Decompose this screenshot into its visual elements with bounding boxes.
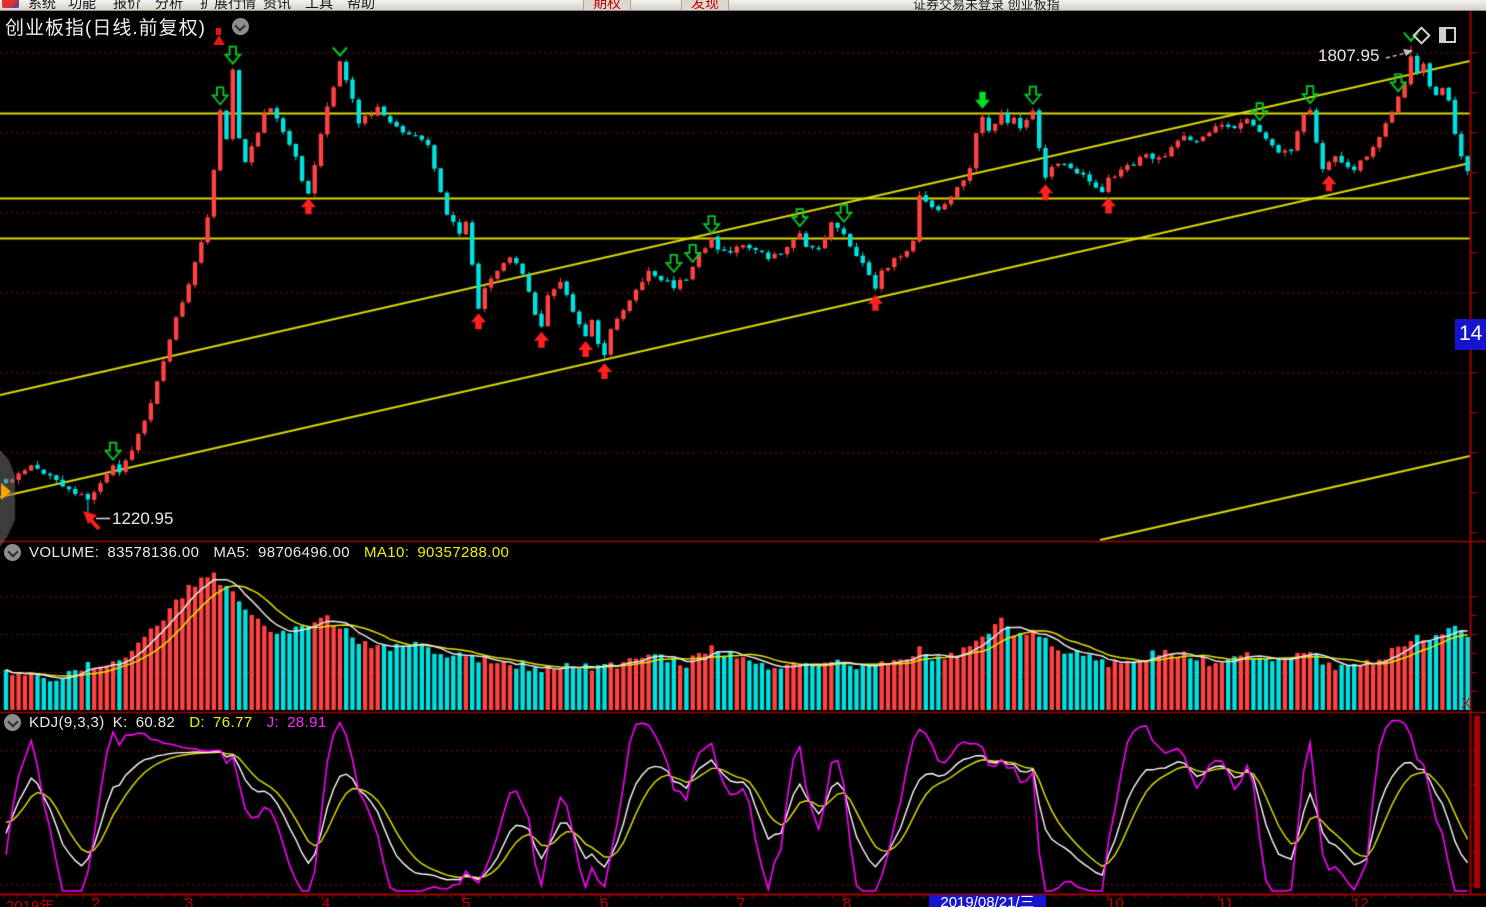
menu-item[interactable]: 分析 xyxy=(155,0,183,11)
chart-tools xyxy=(1412,25,1456,45)
menu-item-hot[interactable]: 发现 xyxy=(681,0,729,10)
menu-bar: 系统 功能 报价 分析 扩展行情 资讯 工具 帮助 期权 发现 证券交易未登录 创业板指 xyxy=(0,0,1486,11)
menu-item[interactable]: 工具 xyxy=(305,0,333,11)
low-price-annotation: 1220.95 xyxy=(112,509,174,528)
selected-date-badge: 2019/08/21/三 xyxy=(929,895,1046,907)
menu-item-hot[interactable]: 期权 xyxy=(583,0,631,10)
login-status-text: 证券交易未登录 创业板指 xyxy=(913,0,1060,11)
volume-label: VOLUME: xyxy=(29,544,100,561)
high-price-annotation: 1807.95 xyxy=(1318,46,1380,65)
menu-item[interactable]: 资讯 xyxy=(263,0,291,11)
kdj-d-label: D: xyxy=(189,714,206,731)
app-logo-icon[interactable] xyxy=(2,0,19,8)
x-axis-month-label: 7 xyxy=(737,895,746,907)
current-price-badge: 14 xyxy=(1455,319,1486,350)
menu-item[interactable]: 系统 xyxy=(28,0,56,11)
collapse-volume-panel-button[interactable] xyxy=(4,544,21,561)
trend-up-arrow-icon[interactable] xyxy=(212,17,225,45)
menu-item[interactable]: 扩展行情 xyxy=(200,0,256,11)
menu-item[interactable]: 报价 xyxy=(113,0,141,11)
x-axis-month-label: 11 xyxy=(1218,895,1234,907)
volume-header: VOLUME: 83578136.00 MA5: 98706496.00 MA1… xyxy=(4,544,509,561)
chevron-down-icon xyxy=(6,715,19,728)
x-axis-month-label: 10 xyxy=(1107,895,1124,907)
x-axis-month-label: 4 xyxy=(322,895,331,907)
x-axis-month-label: 5 xyxy=(462,895,471,907)
x-axis-month-label: 2 xyxy=(92,895,101,907)
kdj-j-label: J: xyxy=(266,714,280,731)
x-axis-month-label: 12 xyxy=(1352,895,1369,907)
collapse-main-panel-button[interactable] xyxy=(231,18,249,35)
collapse-kdj-panel-button[interactable] xyxy=(4,714,21,731)
kdj-j-value: 28.91 xyxy=(287,714,327,731)
menu-item[interactable]: 帮助 xyxy=(347,0,375,11)
diamond-icon[interactable] xyxy=(1412,25,1431,45)
split-view-icon[interactable] xyxy=(1439,27,1456,43)
chart-title: 创业板指(日线.前复权) xyxy=(5,18,206,39)
x-axis-year-label: 2019年 xyxy=(6,898,55,907)
kdj-label: KDJ(9,3,3) xyxy=(29,714,105,731)
x-axis-month-label: 8 xyxy=(843,895,852,907)
volume-ma10-label: MA10: xyxy=(363,544,410,561)
chevron-down-icon xyxy=(6,545,19,558)
menu-item[interactable]: 功能 xyxy=(68,0,96,11)
kdj-k-label: K: xyxy=(112,714,128,731)
x-axis-month-label: 6 xyxy=(600,895,609,907)
kdj-d-value: 76.77 xyxy=(213,714,253,731)
x-axis-month-label: 3 xyxy=(185,895,194,907)
volume-value: 83578136.00 xyxy=(107,544,200,561)
kdj-k-value: 60.82 xyxy=(135,714,176,731)
volume-ma5-label: MA5: xyxy=(213,544,250,561)
chevron-down-icon xyxy=(234,19,247,32)
volume-ma5-value: 98706496.00 xyxy=(257,544,350,561)
axis-unit-marker: X xyxy=(1461,695,1472,712)
volume-ma10-value: 90357288.00 xyxy=(417,544,510,561)
chart-header: 创业板指(日线.前复权) xyxy=(5,13,249,45)
kdj-header: KDJ(9,3,3) K: 60.82 D: 76.77 J: 28.91 xyxy=(4,714,327,731)
